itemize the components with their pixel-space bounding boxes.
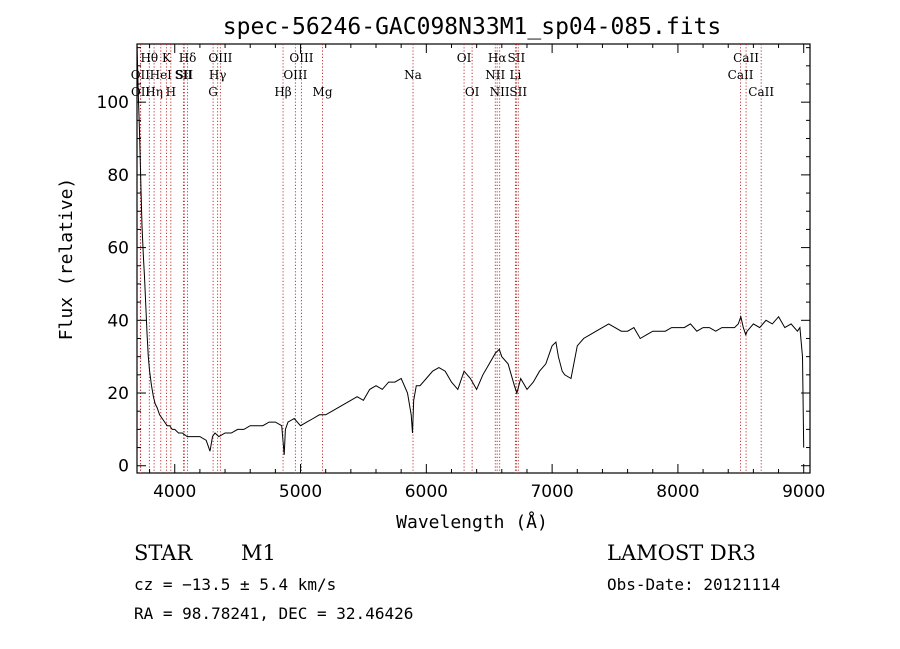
line-marker-label: CaII [733, 51, 759, 65]
object-class: STAR [134, 541, 193, 565]
line-marker-label: SII [509, 85, 527, 99]
line-marker-label: OI [465, 85, 480, 99]
x-tick-label: 6000 [405, 482, 448, 502]
line-marker-label: H [166, 85, 176, 99]
line-marker-label: CaII [728, 68, 754, 82]
line-marker-label: SII [175, 68, 193, 82]
plot-frame [136, 43, 811, 474]
chart-title: spec-56246-GAC098N33M1_sp04-085.fits [223, 14, 722, 40]
y-axis-label: Flux (relative) [56, 178, 77, 341]
line-marker-label: Li [509, 68, 521, 82]
spectrum-line [136, 43, 805, 455]
y-tick-label: 40 [107, 311, 129, 331]
line-marker-label: NII [490, 85, 510, 99]
x-tick-label: 7000 [530, 482, 573, 502]
y-tick-label: 0 [118, 457, 129, 477]
line-marker-label: SII [175, 68, 193, 82]
object-subclass: M1 [241, 541, 276, 565]
line-marker-label: OII [131, 68, 151, 82]
x-tick-label: 4000 [153, 482, 196, 502]
coordinates: RA = 98.78241, DEC = 32.46426 [134, 604, 413, 623]
line-marker-label: OIII [283, 68, 307, 82]
line-marker-label: SII [508, 51, 526, 65]
line-marker-label: OI [457, 51, 472, 65]
line-marker-label: CaII [748, 85, 774, 99]
line-marker-label: Mg [313, 85, 333, 99]
y-tick-label: 60 [107, 239, 129, 259]
x-tick-label: 5000 [279, 482, 322, 502]
y-tick-label: 20 [107, 384, 129, 404]
line-marker-label: Hγ [209, 68, 227, 82]
line-marker-label: G [208, 85, 218, 99]
line-marker-label: HeI [150, 68, 173, 82]
x-tick-label: 8000 [656, 482, 699, 502]
line-marker-label: Hη [145, 85, 163, 99]
line-marker-label: Hβ [274, 85, 291, 99]
line-marker-label: K [162, 51, 172, 65]
survey-name: LAMOST DR3 [607, 541, 756, 565]
line-markers: OII OII Hθ Hη HeI K H SII Hδ SII G Hγ OIII Hβ OIII OIII… [131, 44, 774, 473]
line-marker-label: OIII [208, 51, 232, 65]
line-marker-label: Hθ [140, 51, 158, 65]
y-tick-label: 80 [107, 166, 129, 186]
redshift-cz: cz = −13.5 ± 5.4 km/s [134, 575, 336, 594]
line-marker-label: Hδ [179, 51, 197, 65]
observation-date: Obs-Date: 20121114 [607, 575, 780, 594]
line-marker-label: Hα [488, 51, 507, 65]
line-marker-label: OII [131, 85, 151, 99]
line-marker-label: NII [485, 68, 505, 82]
line-marker-label: Na [404, 68, 422, 82]
x-tick-label: 9000 [782, 482, 825, 502]
line-marker-label: OIII [289, 51, 313, 65]
x-axis-label: Wavelength (Å) [396, 511, 548, 533]
axis-ticks: 4000 5000 6000 7000 8000 9000 0 20 40 60 80 100 [97, 44, 825, 502]
y-tick-label: 100 [97, 93, 129, 113]
